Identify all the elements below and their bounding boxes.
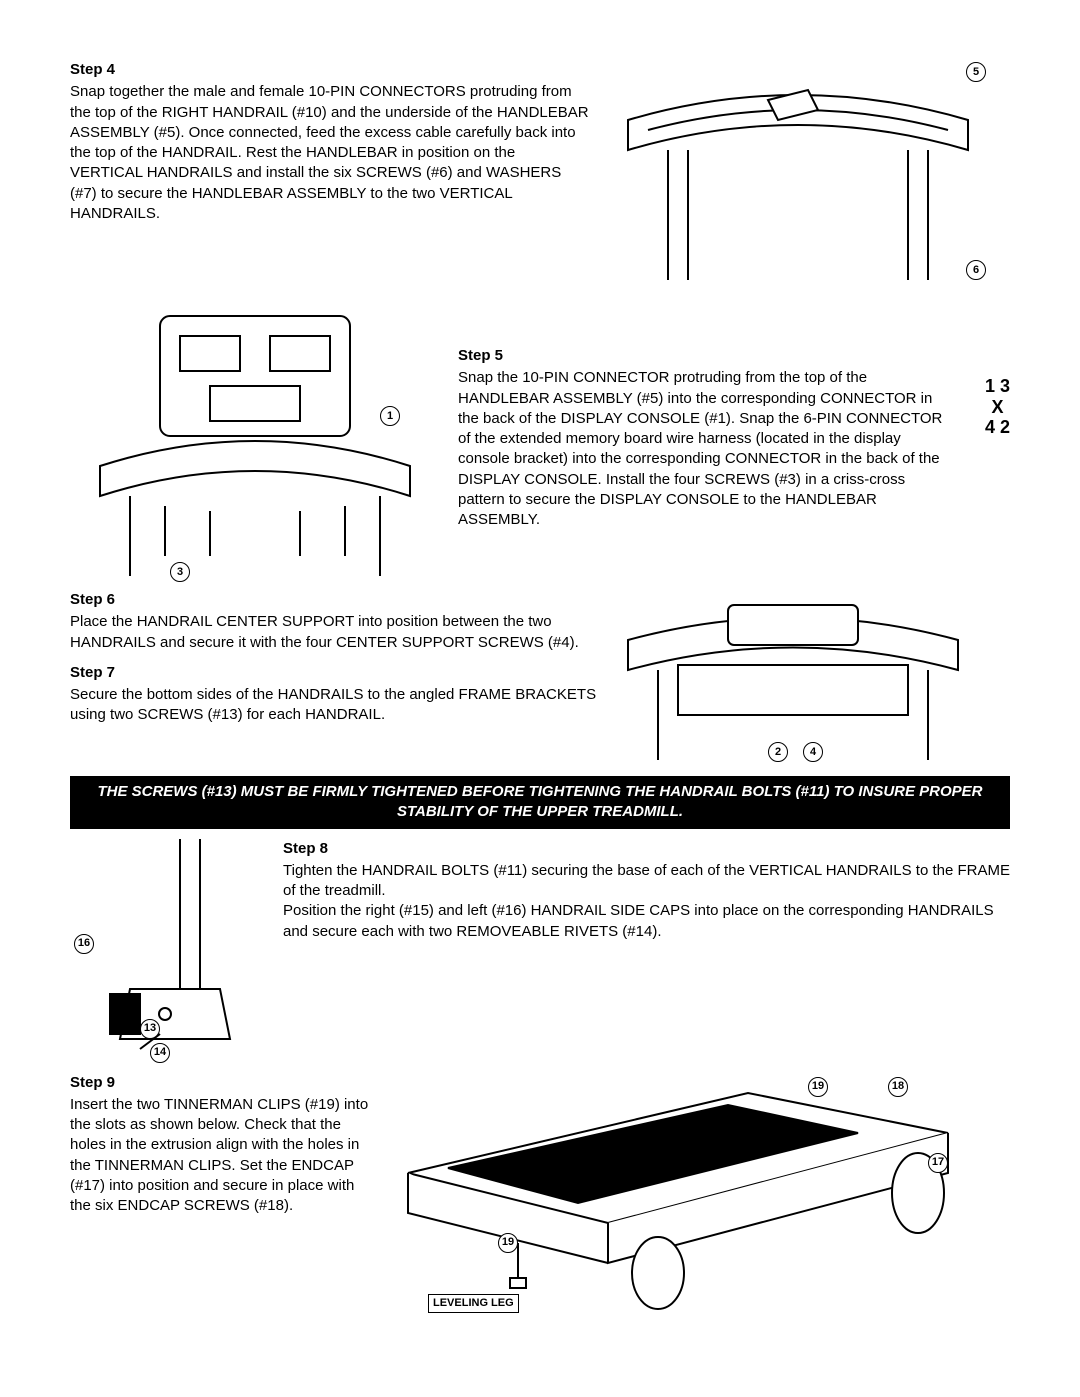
callout-17: 17: [928, 1153, 948, 1173]
callout-4: 4: [803, 742, 823, 762]
leveling-leg-label: LEVELING LEG: [428, 1294, 519, 1313]
step7-heading: Step 7: [70, 663, 600, 683]
callout-3: 3: [170, 562, 190, 582]
step6-heading: Step 6: [70, 590, 600, 610]
cross-top: 1 3: [985, 376, 1010, 397]
callout-2: 2: [768, 742, 788, 762]
step4-heading: Step 4: [70, 60, 590, 80]
figure-center-support: 2 4: [618, 590, 968, 770]
callout-14: 14: [150, 1043, 170, 1063]
callout-5: 5: [966, 62, 986, 82]
callout-19a: 19: [808, 1077, 828, 1097]
cross-mid: X: [985, 397, 1010, 418]
step4-body: Snap together the male and female 10-PIN…: [70, 82, 590, 224]
figure-handrail-base: 16 13 14: [70, 839, 265, 1069]
callout-18: 18: [888, 1077, 908, 1097]
figure-display-console: 1 3: [70, 296, 440, 586]
step8-body: Tighten the HANDRAIL BOLTS (#11) securin…: [283, 861, 1010, 942]
step5-body: Snap the 10-PIN CONNECTOR protruding fro…: [458, 368, 1010, 530]
step9-heading: Step 9: [70, 1073, 370, 1093]
step6-body: Place the HANDRAIL CENTER SUPPORT into p…: [70, 612, 600, 653]
step5-heading: Step 5: [458, 346, 1010, 366]
callout-1: 1: [380, 406, 400, 426]
callout-13: 13: [140, 1019, 160, 1039]
step8-heading: Step 8: [283, 839, 1010, 859]
step7-body: Secure the bottom sides of the HANDRAILS…: [70, 685, 600, 726]
crisscross-pattern: 1 3 X 4 2: [985, 376, 1010, 438]
step9-body: Insert the two TINNERMAN CLIPS (#19) int…: [70, 1095, 370, 1217]
callout-16: 16: [74, 934, 94, 954]
callout-19b: 19: [498, 1233, 518, 1253]
cross-bot: 4 2: [985, 417, 1010, 438]
warning-banner: THE SCREWS (#13) MUST BE FIRMLY TIGHTENE…: [70, 776, 1010, 829]
figure-treadmill-deck: 19 18 17 19 LEVELING LEG: [388, 1073, 988, 1333]
figure-handlebar-assembly: 5 6: [608, 60, 988, 290]
callout-6: 6: [966, 260, 986, 280]
